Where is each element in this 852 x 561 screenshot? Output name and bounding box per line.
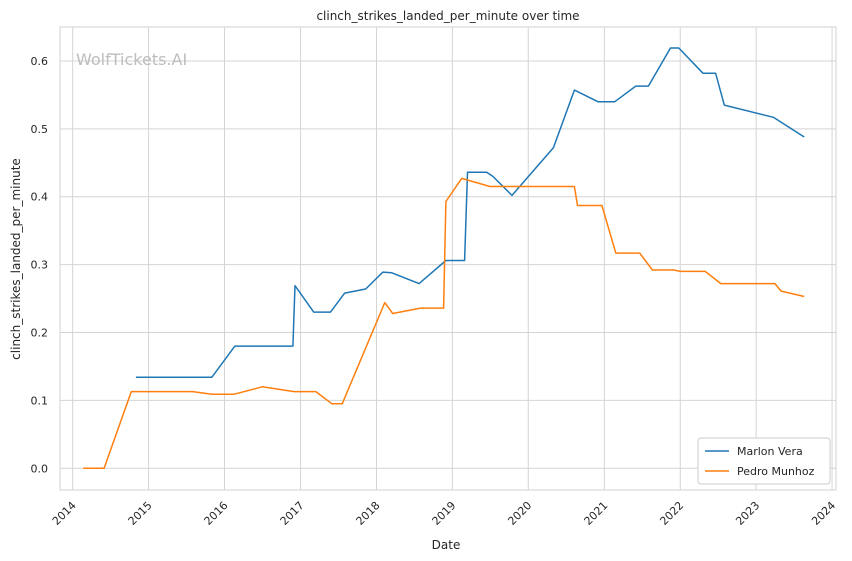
y-axis-label: clinch_strikes_landed_per_minute [9, 158, 23, 360]
x-tick-label: 2019 [429, 499, 458, 528]
series-line-marlon-vera [135, 47, 805, 379]
watermark: WolfTickets.AI [76, 50, 187, 69]
x-tick-label: 2017 [278, 499, 307, 528]
legend-label: Pedro Munhoz [737, 465, 815, 478]
legend: Marlon Vera Pedro Munhoz [697, 437, 831, 485]
chart-title: clinch_strikes_landed_per_minute over ti… [316, 9, 579, 23]
y-tick-label: 0.5 [31, 123, 49, 136]
y-tick-label: 0.3 [31, 259, 49, 272]
series-line-pedro-munhoz [83, 177, 805, 470]
y-tick-label: 0.1 [31, 394, 49, 407]
y-tick-label: 0.6 [31, 55, 49, 68]
x-tick-label: 2018 [354, 499, 383, 528]
x-tick-label: 2014 [50, 499, 79, 528]
y-tick-label: 0.0 [31, 462, 49, 475]
grid [60, 27, 836, 490]
x-tick-label: 2021 [581, 499, 610, 528]
x-tick-label: 2022 [657, 499, 686, 528]
x-tick-label: 2015 [126, 499, 155, 528]
series-layer [83, 47, 805, 470]
x-axis-ticks: 2014 2015 2016 2017 2018 2019 2020 2021 2022 2023… [50, 499, 838, 528]
x-tick-label: 2023 [733, 499, 762, 528]
y-tick-label: 0.2 [31, 326, 49, 339]
legend-box [697, 437, 831, 485]
x-tick-label: 2024 [809, 499, 838, 528]
y-tick-label: 0.4 [31, 191, 49, 204]
x-tick-label: 2016 [202, 499, 231, 528]
x-axis-label: Date [432, 538, 461, 552]
legend-label: Marlon Vera [737, 445, 803, 458]
y-axis-ticks: 0.0 0.1 0.2 0.3 0.4 0.5 0.6 [31, 55, 49, 475]
x-tick-label: 2020 [505, 499, 534, 528]
plot-area [59, 26, 837, 491]
